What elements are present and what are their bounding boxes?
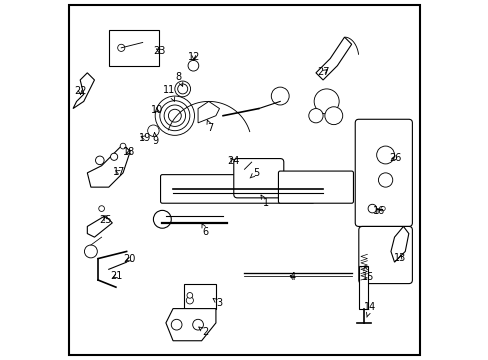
Text: 10: 10	[150, 105, 163, 115]
Circle shape	[95, 156, 104, 165]
Text: 20: 20	[123, 254, 135, 264]
Text: 24: 24	[226, 157, 239, 166]
Text: 11: 11	[163, 85, 175, 101]
Circle shape	[378, 173, 392, 187]
Text: 8: 8	[175, 72, 183, 86]
Text: 17: 17	[112, 167, 125, 177]
Circle shape	[168, 109, 181, 122]
Circle shape	[188, 60, 198, 71]
Circle shape	[192, 319, 203, 330]
Circle shape	[153, 210, 171, 228]
Circle shape	[99, 206, 104, 211]
Text: 23: 23	[153, 46, 165, 56]
Text: 21: 21	[110, 271, 122, 281]
Bar	[358, 266, 367, 309]
Circle shape	[147, 125, 159, 136]
Text: 13: 13	[393, 253, 406, 263]
Polygon shape	[165, 309, 216, 341]
Circle shape	[120, 143, 125, 149]
Polygon shape	[315, 37, 351, 80]
FancyBboxPatch shape	[354, 119, 411, 226]
Text: 5: 5	[249, 168, 259, 178]
Text: 2: 2	[199, 327, 208, 337]
Circle shape	[380, 206, 385, 211]
Circle shape	[324, 107, 342, 125]
Text: 4: 4	[289, 272, 295, 282]
Circle shape	[376, 146, 394, 164]
Text: 27: 27	[317, 67, 329, 77]
Bar	[108, 30, 159, 66]
Circle shape	[171, 319, 182, 330]
Circle shape	[313, 89, 339, 114]
FancyBboxPatch shape	[233, 158, 283, 198]
Text: 18: 18	[123, 147, 135, 157]
Text: 15: 15	[361, 266, 373, 282]
Text: 14: 14	[364, 302, 376, 317]
Text: 7: 7	[206, 120, 213, 133]
Circle shape	[110, 153, 118, 160]
Circle shape	[164, 105, 185, 126]
Circle shape	[160, 101, 189, 131]
Circle shape	[271, 87, 288, 105]
Circle shape	[118, 44, 124, 51]
Circle shape	[84, 245, 97, 258]
Circle shape	[155, 96, 194, 135]
Text: 26: 26	[388, 153, 401, 163]
Circle shape	[177, 84, 187, 94]
FancyBboxPatch shape	[278, 171, 353, 203]
Polygon shape	[87, 216, 112, 237]
Polygon shape	[198, 102, 219, 123]
Polygon shape	[390, 226, 408, 262]
Polygon shape	[73, 73, 94, 109]
Circle shape	[186, 293, 192, 298]
FancyBboxPatch shape	[160, 175, 313, 203]
Circle shape	[186, 297, 193, 304]
FancyBboxPatch shape	[358, 226, 411, 284]
Text: 16: 16	[373, 206, 385, 216]
Circle shape	[175, 81, 190, 97]
Polygon shape	[87, 144, 130, 187]
Text: 22: 22	[74, 86, 86, 96]
Circle shape	[308, 109, 323, 123]
Text: 3: 3	[213, 298, 222, 308]
Text: 9: 9	[152, 132, 158, 146]
Circle shape	[367, 204, 376, 213]
Bar	[183, 284, 216, 309]
Text: 12: 12	[187, 52, 200, 62]
Text: 6: 6	[202, 224, 208, 237]
Text: 19: 19	[139, 133, 151, 143]
Text: 1: 1	[261, 195, 268, 208]
Text: 25: 25	[100, 215, 112, 225]
